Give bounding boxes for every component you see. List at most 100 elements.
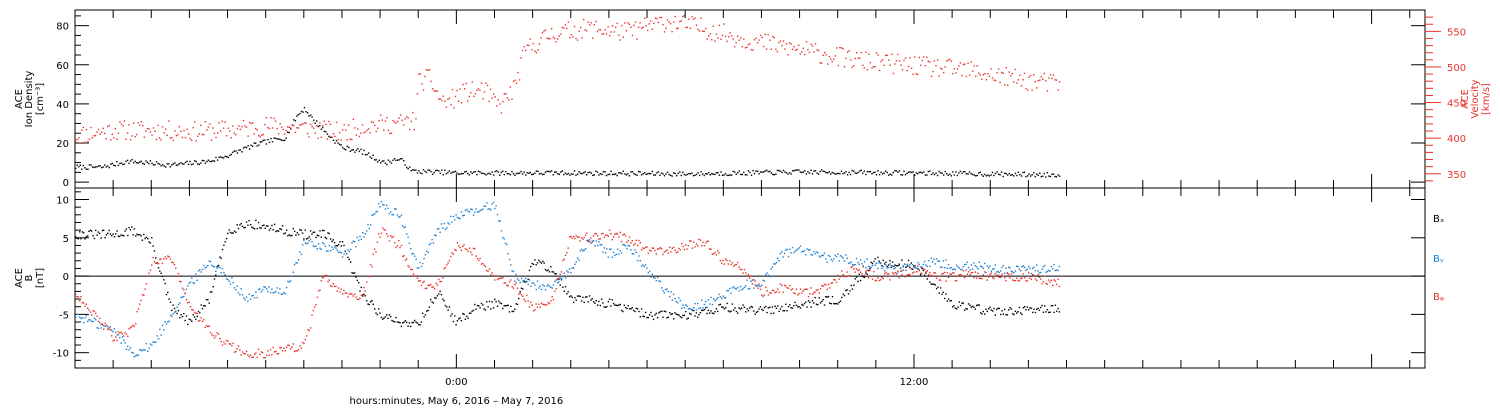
bz-point — [240, 354, 242, 356]
density-point — [1058, 175, 1061, 177]
by-point — [1032, 267, 1034, 270]
bx-point — [392, 320, 395, 322]
velocity-point — [374, 124, 376, 127]
bx-point — [383, 317, 385, 319]
bx-point — [177, 309, 180, 312]
bx-point — [881, 265, 883, 267]
by-point — [153, 341, 156, 343]
bx-point — [949, 300, 951, 302]
bz-point — [604, 234, 607, 237]
by-point — [84, 317, 86, 319]
density-point — [375, 159, 377, 161]
density-point — [1002, 175, 1004, 178]
bz-point — [187, 302, 189, 304]
density-point — [778, 169, 780, 172]
density-point — [100, 166, 103, 169]
velocity-point — [598, 29, 600, 31]
velocity-point — [488, 100, 490, 103]
density-point — [355, 149, 358, 151]
velocity-point — [502, 100, 504, 103]
velocity-point — [581, 37, 583, 39]
by-point — [83, 321, 85, 324]
velocity-point — [970, 61, 972, 63]
bx-point — [841, 296, 843, 299]
bz-point — [584, 234, 587, 236]
bx-point — [811, 300, 814, 302]
bx-point — [321, 229, 324, 232]
density-point — [761, 171, 763, 173]
density-point — [99, 165, 101, 167]
density-point — [332, 139, 335, 141]
density-point — [104, 164, 106, 166]
density-point — [290, 127, 292, 130]
by-point — [802, 250, 804, 253]
by-point — [813, 250, 815, 253]
bz-point — [305, 335, 308, 337]
density-point — [1036, 173, 1038, 175]
by-point — [866, 258, 868, 260]
bx-point — [284, 232, 286, 234]
velocity-point — [941, 68, 943, 70]
by-point — [139, 349, 141, 351]
bz-point — [203, 319, 205, 321]
bz-point — [1006, 272, 1009, 274]
by-point — [576, 257, 579, 259]
bz-point — [516, 287, 519, 289]
bx-point — [295, 234, 297, 236]
velocity-point — [886, 54, 888, 56]
by-point — [659, 280, 661, 283]
by-point — [951, 269, 954, 271]
velocity-point — [1020, 85, 1023, 87]
density-point — [787, 173, 789, 175]
by-point — [80, 317, 82, 320]
density-point — [701, 173, 704, 175]
density-point — [248, 148, 251, 150]
by-point — [929, 265, 931, 267]
bz-point — [480, 263, 483, 265]
velocity-point — [813, 51, 815, 53]
bz-point — [961, 274, 963, 277]
bx-point — [241, 225, 244, 227]
by-point — [384, 208, 387, 210]
bx-point — [89, 229, 92, 232]
bx-point — [1021, 313, 1023, 316]
velocity-point — [576, 39, 579, 41]
bz-point — [200, 317, 202, 319]
bz-point — [883, 273, 886, 275]
velocity-point — [923, 56, 925, 58]
bx-point — [775, 307, 778, 309]
bx-point — [894, 264, 896, 266]
bz-point — [364, 290, 366, 292]
velocity-point — [569, 36, 571, 39]
bz-point — [1020, 278, 1022, 280]
bz-point — [610, 233, 612, 235]
by-point — [775, 262, 778, 264]
by-point — [532, 282, 535, 284]
bz-point — [903, 276, 906, 278]
by-point — [985, 271, 987, 274]
by-point — [427, 251, 429, 254]
by-point — [604, 252, 607, 254]
by-point — [346, 253, 348, 255]
by-point — [737, 287, 739, 289]
bx-point — [1005, 314, 1007, 316]
top-left-axis-label-line1: ACE — [14, 89, 25, 109]
by-point — [586, 239, 588, 242]
bx-point — [919, 274, 922, 276]
bx-point — [650, 311, 652, 314]
bx-point — [882, 259, 884, 262]
density-point — [171, 164, 173, 166]
bx-point — [913, 265, 915, 267]
bx-point — [990, 309, 992, 311]
bx-point — [402, 322, 404, 324]
bz-point — [1054, 280, 1057, 282]
by-point — [104, 325, 106, 327]
by-point — [169, 314, 172, 316]
bx-point — [197, 310, 200, 313]
bz-point — [592, 235, 595, 237]
density-point — [843, 172, 846, 174]
by-point — [834, 254, 836, 256]
velocity-point — [689, 27, 692, 29]
by-point — [969, 269, 971, 271]
by-point — [795, 249, 798, 251]
